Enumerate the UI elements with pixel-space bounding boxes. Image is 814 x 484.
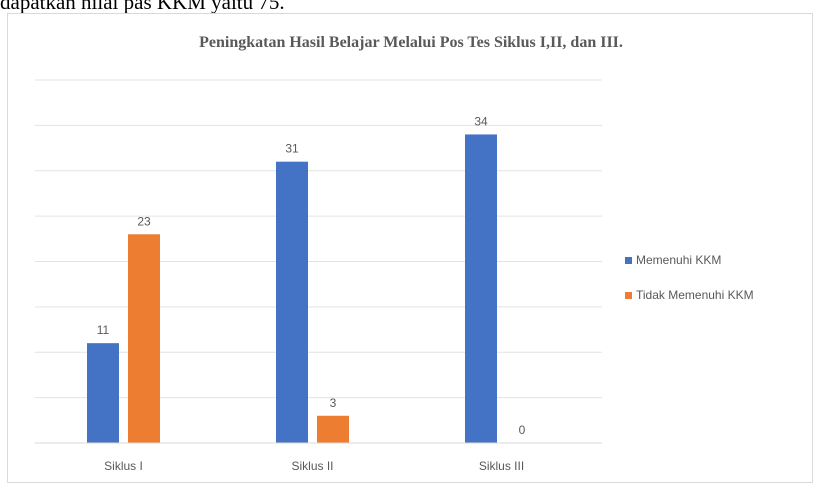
legend-item-memenuhi-kkm: Memenuhi KKM [625,251,754,269]
bar-memenuhi-kkm-siklus-iii [465,134,497,443]
data-label-memenuhi-kkm-siklus-ii: 31 [285,142,299,156]
data-label-tidak-memenuhi-kkm-siklus-ii: 3 [330,396,337,410]
x-tick-label-siklus-iii: Siklus III [479,459,524,473]
data-labels: 11 23 31 3 34 0 [97,114,526,437]
legend-label-tidak-memenuhi-kkm: Tidak Memenuhi KKM [636,288,754,302]
chart-container: Peningkatan Hasil Belajar Melalui Pos Te… [7,13,813,483]
bars [87,134,497,444]
chart-title: Peningkatan Hasil Belajar Melalui Pos Te… [199,34,623,51]
legend-label-memenuhi-kkm: Memenuhi KKM [636,253,722,267]
page-caption: dapatkan nilai pas KKM yaitu 75. [0,0,285,13]
bar-tidak-memenuhi-kkm-siklus-ii [317,415,349,443]
legend-swatch-memenuhi-kkm [625,256,632,264]
x-tick-label-siklus-ii: Siklus II [291,459,333,473]
x-tick-label-siklus-i: Siklus I [104,459,143,473]
data-label-tidak-memenuhi-kkm-siklus-iii: 0 [519,423,526,437]
data-label-memenuhi-kkm-siklus-iii: 34 [474,114,488,128]
legend-item-tidak-memenuhi-kkm: Tidak Memenuhi KKM [625,286,754,304]
bar-tidak-memenuhi-kkm-siklus-i [128,234,160,443]
x-axis: Siklus I Siklus II Siklus III [35,442,602,473]
data-label-tidak-memenuhi-kkm-siklus-i: 23 [137,214,151,228]
bar-chart-plot: 11 23 31 3 34 0 Siklus I Siklus II Siklus III [35,79,602,473]
bar-memenuhi-kkm-siklus-ii [276,161,308,444]
gridlines [35,79,602,399]
data-label-memenuhi-kkm-siklus-i: 11 [97,323,110,337]
bar-memenuhi-kkm-siklus-i [87,343,119,443]
legend-swatch-tidak-memenuhi-kkm [625,291,632,299]
legend: Memenuhi KKM Tidak Memenuhi KKM [625,251,754,321]
